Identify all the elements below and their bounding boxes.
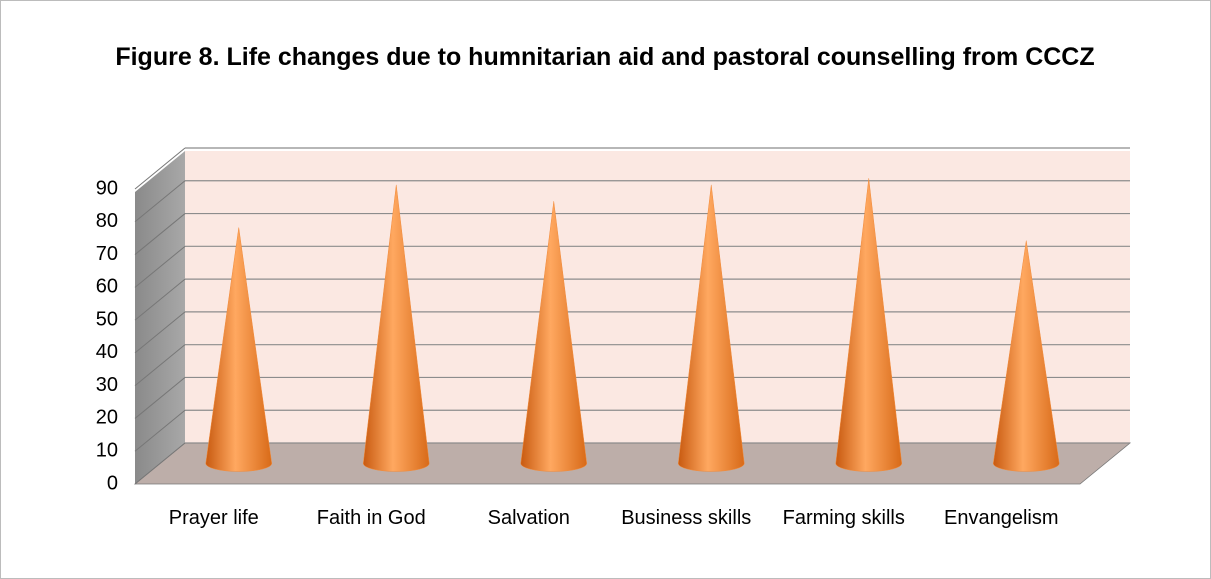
side-grid-line [134,213,186,255]
y-tick-label: 0 [107,472,118,494]
side-grid-line [134,147,186,190]
cone [677,184,745,472]
y-tick-label: 10 [96,440,118,462]
cone [835,178,903,472]
side-grid-line [134,344,186,387]
y-tick-label: 80 [96,210,118,232]
cone [362,184,430,472]
x-tick-label: Faith in God [316,507,426,529]
x-tick-label: Envangelism [943,507,1059,529]
y-tick-label: 60 [96,276,118,298]
side-grid-line [134,409,186,452]
y-tick-label: 40 [96,341,118,363]
side-grid-line [134,442,186,485]
side-grid-line [134,245,186,288]
y-tick-label: 50 [96,308,118,330]
cone [992,240,1060,472]
floor [133,442,1132,485]
chart-title: Figure 8. Life changes due to humnitaria… [115,43,1095,71]
x-tick-label: Business skills [621,507,752,529]
cone [520,201,588,472]
side-grid-line [134,377,186,419]
side-grid-line [134,311,186,354]
y-tick-label: 70 [96,243,118,265]
side-wall [135,151,185,484]
back-wall [185,151,1130,443]
x-tick-label: Farming skills [782,507,905,529]
x-tick-label: Salvation [487,507,570,529]
x-tick-label: Prayer life [168,507,259,529]
cone [205,227,273,472]
y-tick-label: 30 [96,374,118,396]
side-grid-line [134,180,186,223]
y-tick-label: 90 [96,177,118,199]
side-grid-line [134,278,186,321]
y-tick-label: 20 [96,407,118,429]
